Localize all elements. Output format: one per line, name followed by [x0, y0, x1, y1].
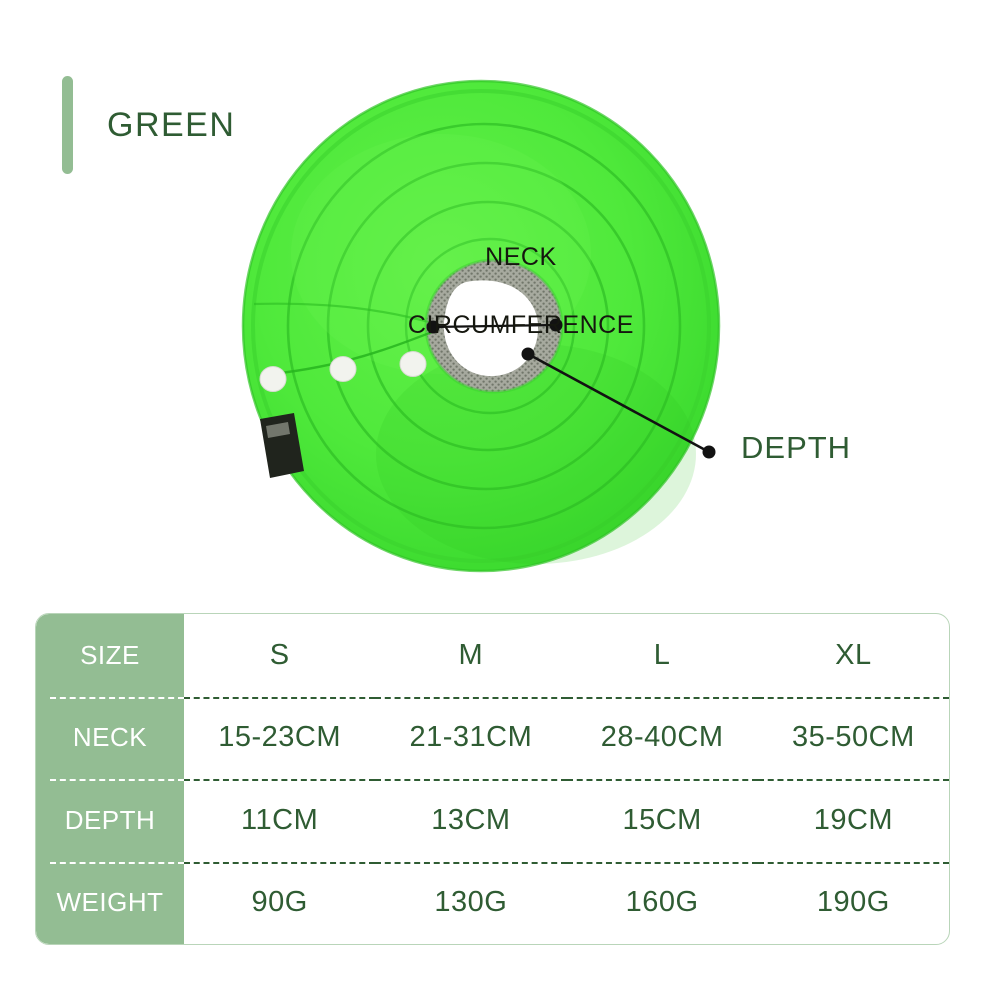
table-cell-depth-s: 11CM [184, 779, 376, 862]
table-cell-weight-xl: 190G [757, 861, 949, 945]
table-cell-weight-m: 130G [375, 861, 567, 945]
table-cell-neck-xl: 35-50CM [757, 696, 949, 780]
table-cell-neck-l: 28-40CM [566, 696, 759, 780]
table-row-header-depth: DEPTH [36, 779, 184, 862]
table-row-header-size: SIZE [36, 614, 184, 697]
size-chart-grid: SIZE S M L XL NECK 15-23CM 21-31CM 28-40… [36, 614, 949, 944]
table-cell-depth-l: 15CM [566, 779, 759, 862]
table-cell-weight-s: 90G [184, 861, 376, 945]
neck-measurement-line [426, 318, 563, 334]
pet-recovery-collar-image [241, 79, 721, 573]
collar-opening-slit [253, 302, 437, 376]
depth-measurement-line [521, 347, 716, 459]
table-cell-size-xl: XL [835, 638, 872, 671]
table-cell-depth-m: 13CM [375, 779, 567, 862]
table-cell-neck-m: 21-31CM [375, 696, 567, 780]
neck-annotation-line-1: NECK [485, 243, 557, 271]
color-name-label: GREEN [107, 105, 236, 144]
neck-annotation-line-2: CIRCUMFERENCE [407, 311, 634, 339]
color-accent-bar [62, 76, 73, 174]
table-cell-size-m: M [458, 638, 484, 671]
table-cell-weight-l: 160G [566, 861, 759, 945]
brand-tag [260, 413, 304, 478]
color-header: GREEN [62, 76, 235, 174]
table-row-header-neck: NECK [36, 696, 184, 779]
table-cell-size-s: S [269, 638, 290, 671]
table-cell-neck-s: 15-23CM [184, 696, 376, 780]
table-cell-depth-xl: 19CM [757, 779, 949, 862]
size-chart-table: SIZE S M L XL NECK 15-23CM 21-31CM 28-40… [35, 613, 950, 945]
product-illustration: NECK CIRCUMFERENCE DEPTH [236, 74, 850, 594]
neck-circumference-annotation: NECK CIRCUMFERENCE [356, 206, 656, 376]
table-cell-size-l: L [653, 638, 671, 671]
table-row-header-weight: WEIGHT [36, 861, 184, 944]
depth-annotation: DEPTH [741, 430, 852, 465]
snap-buttons [259, 351, 427, 392]
